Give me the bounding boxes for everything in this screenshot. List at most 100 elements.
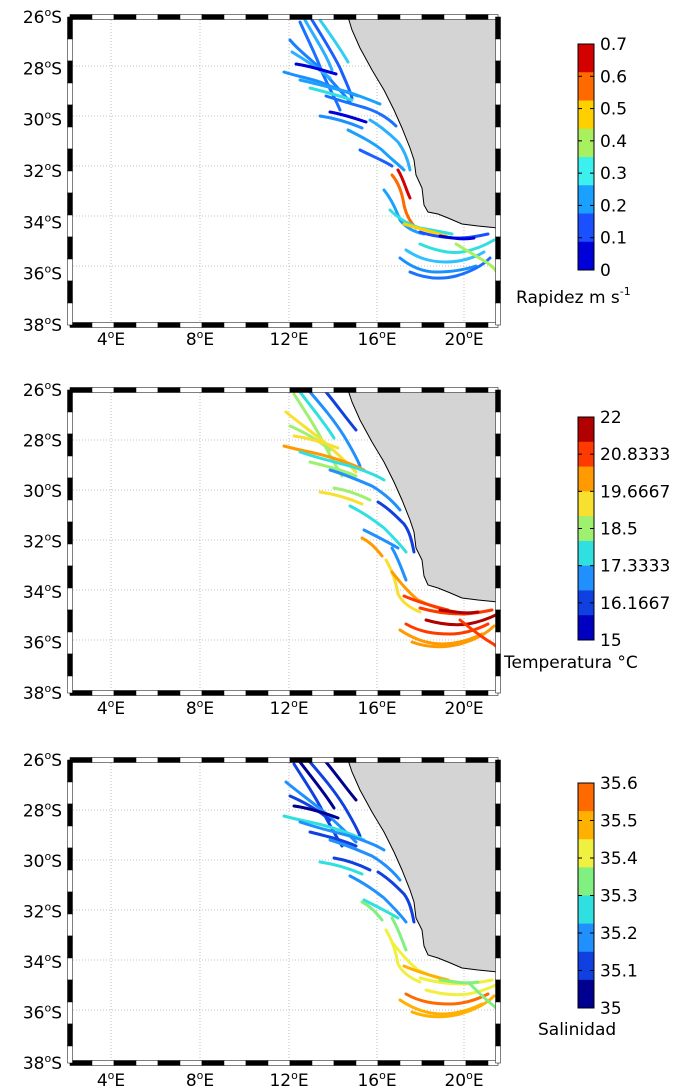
y-tick-label: 28oS [23, 800, 62, 822]
colorbar-segment [578, 565, 594, 591]
colorbar-segment [578, 783, 594, 812]
colorbar-title: Temperatura °C [503, 653, 638, 673]
colorbar-segment [578, 491, 594, 517]
colorbar-speed: 0.7 0.6 0.5 0.4 0.3 0.2 0.1 0 Rapidez m s-1 [516, 35, 631, 308]
colorbar-segment [578, 185, 594, 214]
colorbar-tick-label: 0.7 [600, 35, 627, 55]
colorbar-segment [578, 540, 594, 567]
frame-checker-border [67, 757, 501, 1066]
y-tick-label: 26oS [23, 6, 62, 28]
colorbar-segment [578, 811, 594, 840]
colorbar-tick-label: 35 [600, 999, 622, 1019]
colorbar-tick-label: 19.6667 [600, 482, 670, 502]
x-tick-label: 20oE [444, 697, 483, 719]
y-tick-label: 36oS [23, 632, 62, 654]
colorbar-tick-label: 35.2 [600, 924, 638, 944]
x-tick-label: 12oE [269, 1069, 308, 1091]
land-south-africa [347, 17, 498, 229]
y-tick-label: 34oS [23, 581, 62, 603]
colorbar-segment [578, 466, 594, 492]
x-tick-label: 16oE [357, 1069, 396, 1091]
x-tick-label: 4oE [97, 697, 125, 719]
y-tick-label: 26oS [23, 749, 62, 771]
colorbar-tick-label: 0.6 [600, 67, 627, 87]
colorbar-tick-label: 35.4 [600, 849, 638, 869]
colorbar-segment [578, 128, 594, 158]
y-tick-label: 38oS [23, 1052, 62, 1074]
colorbar-segment [578, 213, 594, 243]
y-tick-label: 34oS [23, 211, 62, 233]
x-tick-label: 12oE [269, 697, 308, 719]
colorbar-tick-label: 35.5 [600, 812, 638, 832]
x-tick-label: 8oE [186, 1069, 214, 1091]
y-tick-label: 38oS [23, 314, 62, 336]
colorbar-tick-label: 17.3333 [600, 557, 670, 577]
y-tick-label: 38oS [23, 682, 62, 704]
colorbar-tick-label: 0.2 [600, 196, 627, 216]
colorbar-tick-label: 0 [600, 261, 611, 281]
colorbar-tick-label: 35.6 [600, 774, 638, 794]
colorbar-segment [578, 157, 594, 186]
y-tick-label: 32oS [23, 901, 62, 923]
y-tick-label: 34oS [23, 951, 62, 973]
colorbar-segment [578, 441, 594, 468]
colorbar-tick-label: 35.3 [600, 887, 638, 907]
colorbar-tick-label: 15 [600, 631, 622, 651]
axis-labels: 26oS 28oS 30oS 32oS 34oS 36oS 38oS 4oE 8oE 12oE 16… [23, 6, 484, 1091]
y-tick-label: 28oS [23, 430, 62, 452]
colorbar-tick-label: 0.5 [600, 100, 627, 120]
colorbar-segment [578, 895, 594, 925]
colorbar-segment [578, 839, 594, 868]
y-tick-label: 30oS [23, 480, 62, 502]
x-tick-label: 20oE [444, 328, 483, 350]
colorbar-tick-label: 16.1667 [600, 594, 670, 614]
colorbar-title: Salinidad [538, 1020, 616, 1040]
x-tick-label: 20oE [444, 1069, 483, 1091]
colorbars: 0.7 0.6 0.5 0.4 0.3 0.2 0.1 0 Rapidez m s-1 22 20.… [503, 35, 670, 1040]
frame-checker-border [67, 14, 501, 328]
grid-lines [70, 760, 498, 1063]
colorbar-segment [578, 44, 594, 73]
colorbar-segment [578, 951, 594, 981]
trajectories-salinity [282, 760, 498, 1019]
x-tick-label: 4oE [97, 328, 125, 350]
map-panel-temperature [67, 387, 501, 696]
colorbar-tick-label: 0.1 [600, 229, 627, 249]
colorbar-segment [578, 417, 594, 443]
x-tick-label: 16oE [357, 328, 396, 350]
colorbar-tick-label: 20.8333 [600, 445, 670, 465]
colorbar-tick-label: 18.5 [600, 520, 638, 540]
x-tick-label: 16oE [357, 697, 396, 719]
land-south-africa [347, 760, 498, 973]
y-tick-label: 32oS [23, 160, 62, 182]
colorbar-title: Rapidez m s-1 [516, 285, 631, 308]
colorbar-segment [578, 100, 594, 130]
colorbar-segment [578, 979, 594, 1009]
y-tick-label: 36oS [23, 263, 62, 285]
y-tick-label: 30oS [23, 109, 62, 131]
colorbar-segment [578, 615, 594, 641]
map-panel-speed [67, 14, 501, 328]
frame-checker-border [67, 387, 501, 696]
y-tick-label: 26oS [23, 379, 62, 401]
colorbar-tick-label: 35.1 [600, 962, 638, 982]
x-tick-label: 4oE [97, 1069, 125, 1091]
colorbar-segment [578, 867, 594, 896]
colorbar-tick-label: 22 [600, 408, 622, 428]
y-tick-label: 36oS [23, 1002, 62, 1024]
colorbar-segment [578, 590, 594, 616]
x-tick-label: 8oE [186, 328, 214, 350]
x-tick-label: 8oE [186, 697, 214, 719]
colorbar-segment [578, 72, 594, 101]
colorbar-segment [578, 516, 594, 542]
x-tick-label: 12oE [269, 328, 308, 350]
trajectories-speed [282, 18, 498, 280]
map-panel-salinity [67, 757, 501, 1066]
y-tick-label: 32oS [23, 531, 62, 553]
trajectories-temperature [282, 390, 498, 650]
colorbar-segment [578, 923, 594, 953]
colorbar-tick-label: 0.4 [600, 132, 627, 152]
colorbar-segment [578, 241, 594, 271]
